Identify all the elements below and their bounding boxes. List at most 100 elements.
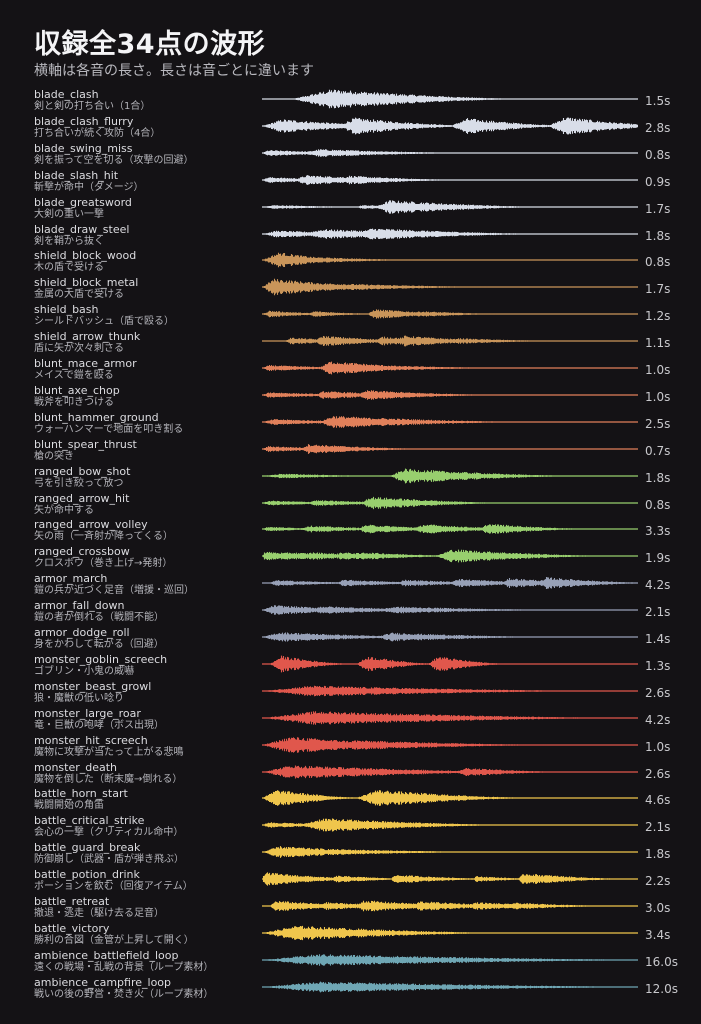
sound-name: armor_fall_down xyxy=(34,599,125,613)
sound-name: shield_block_metal xyxy=(34,276,139,290)
sound-name: armor_dodge_roll xyxy=(34,626,130,639)
sound-row: shield_block_wood 木の盾で受ける 0.8s xyxy=(0,249,701,276)
sound-row: shield_arrow_thunk 盾に矢が次々刺さる 1.1s xyxy=(0,330,701,357)
waveform xyxy=(262,390,638,400)
sound-name: blunt_hammer_ground xyxy=(34,410,159,424)
waveform xyxy=(262,577,638,590)
waveform xyxy=(262,790,638,807)
sound-description: 魔物に攻撃が当たって上がる悲鳴 xyxy=(34,746,184,758)
sound-row: blade_slash_hit 斬撃が命中（ダメージ） 0.9s xyxy=(0,169,701,196)
sound-row: battle_critical_strike 会心の一撃（クリティカル命中） 2.1… xyxy=(0,814,701,841)
sound-duration: 1.0s xyxy=(645,739,671,754)
waveform xyxy=(262,655,638,673)
waveform xyxy=(262,149,638,157)
waveform-envelope xyxy=(262,149,464,157)
sound-row: battle_horn_start 戦闘開始の角笛 4.6s xyxy=(0,787,701,814)
sound-row: battle_potion_drink ポーションを飲む（回復アイテム） 2.2s xyxy=(0,868,701,895)
sound-row: blunt_axe_chop 戦斧を叩きつける 1.0s xyxy=(0,384,701,411)
waveform-envelope xyxy=(284,335,549,347)
page-title: 収録全34点の波形 xyxy=(34,29,266,60)
sound-name: ranged_crossbow xyxy=(34,545,130,559)
waveform xyxy=(262,736,638,753)
sound-row: blunt_hammer_ground ウォーハンマーで地面を叩き割る 2.5s xyxy=(0,411,701,438)
waveform xyxy=(262,981,638,993)
waveform-envelope xyxy=(269,900,607,912)
sound-row: ranged_crossbow クロスボウ（巻き上げ→発射） 1.9s xyxy=(0,545,701,572)
sound-row: battle_guard_break 防御崩し（武器・盾が弾き飛ぶ） 1.8s xyxy=(0,841,701,868)
sound-description: シールドバッシュ（盾で殴る） xyxy=(34,316,174,328)
waveform-envelope xyxy=(269,577,638,590)
sound-duration: 3.0s xyxy=(645,901,671,915)
sound-row: blade_clash 剣と剣の打ち合い（1合） 1.5s xyxy=(0,88,701,115)
waveform xyxy=(262,199,638,214)
waveform xyxy=(262,605,638,615)
sound-row: shield_block_metal 金属の大盾で受ける 1.7s xyxy=(0,276,701,303)
waveform-envelope xyxy=(262,253,414,268)
sound-name: monster_large_roar xyxy=(34,706,141,720)
sound-description: 戦闘開始の角笛 xyxy=(34,800,104,812)
sound-name: blade_draw_steel xyxy=(34,222,130,236)
sound-description: 木の盾で受ける xyxy=(34,262,104,274)
sound-description: ポーションを飲む（回復アイテム） xyxy=(34,881,193,893)
sound-duration: 2.6s xyxy=(645,685,671,700)
sound-row: ambience_battlefield_loop 遠くの戦場・乱戦の背景（ループ… xyxy=(0,949,701,976)
sound-name: monster_death xyxy=(34,760,118,774)
sound-duration: 2.2s xyxy=(645,874,671,889)
sound-description: 盾に矢が次々刺さる xyxy=(34,343,124,355)
waveform-envelope xyxy=(262,925,500,940)
sound-row: monster_death 魔物を倒した（断末魔→倒れる） 2.6s xyxy=(0,761,701,788)
sound-name: blade_greatsword xyxy=(34,195,132,209)
sound-duration: 1.8s xyxy=(645,847,671,862)
sound-row: armor_march 鎧の兵が近づく足音（増援・巡回） 4.2s xyxy=(0,572,701,599)
sound-duration: 2.1s xyxy=(645,605,671,620)
sound-duration: 4.2s xyxy=(645,578,671,593)
waveform xyxy=(262,900,638,912)
sound-row: ranged_arrow_volley 矢の雨（一斉射が降ってくる） 3.3s xyxy=(0,518,701,545)
waveform-envelope xyxy=(262,309,497,319)
waveform xyxy=(262,443,638,454)
sound-description: 戦斧を叩きつける xyxy=(34,396,114,408)
sound-description: ゴブリン・小鬼の威嚇 xyxy=(34,665,134,677)
sound-description: 弓を引き絞って放つ xyxy=(34,477,124,489)
waveform xyxy=(262,524,638,535)
waveform xyxy=(262,335,638,347)
sound-name: blade_clash_flurry xyxy=(34,114,134,128)
sound-row: blade_swing_miss 剣を振って空を切る（攻撃の回避） 0.8s xyxy=(0,142,701,169)
sound-row: blunt_mace_armor メイスで鎧を殴る 1.0s xyxy=(0,357,701,384)
waveform-envelope xyxy=(262,228,539,239)
sound-row: blunt_spear_thrust 槍の突き 0.7s xyxy=(0,438,701,465)
waveform-envelope xyxy=(263,468,574,484)
waveform xyxy=(262,846,638,859)
waveform xyxy=(262,549,638,563)
sound-name: ranged_bow_shot xyxy=(34,464,131,478)
sound-description: 鎧の兵が近づく足音（増援・巡回） xyxy=(34,585,194,597)
sound-description: 戦いの後の野営・焚き火（ループ素材） xyxy=(34,988,214,1000)
sound-description: 打ち合いが続く攻防（4合） xyxy=(34,127,161,139)
waveform xyxy=(262,685,638,697)
waveform xyxy=(262,468,638,484)
waveform-envelope xyxy=(262,736,551,753)
sound-duration: 0.8s xyxy=(645,497,671,512)
sound-description: 防御崩し（武器・盾が弾き飛ぶ） xyxy=(34,854,184,866)
waveform-envelope xyxy=(262,416,519,428)
sound-duration: 1.5s xyxy=(645,94,671,108)
waveform-envelope xyxy=(263,954,638,966)
sound-duration: 4.2s xyxy=(645,712,671,727)
sound-duration: 1.0s xyxy=(645,389,671,404)
waveform-envelope xyxy=(263,685,591,697)
waveform-envelope xyxy=(262,174,459,185)
waveform xyxy=(262,925,638,940)
sound-duration: 0.8s xyxy=(645,147,671,162)
waveform xyxy=(262,309,638,319)
sound-row: armor_dodge_roll 身をかわして転がる（回避） 1.4s xyxy=(0,626,701,653)
sound-name: ranged_arrow_hit xyxy=(34,491,130,505)
waveform-envelope xyxy=(262,496,505,509)
sound-row: armor_fall_down 鎧の者が倒れる（戦闘不能） 2.1s xyxy=(0,599,701,626)
sound-duration: 3.4s xyxy=(645,927,671,942)
sound-duration: 1.2s xyxy=(645,309,671,324)
sound-name: shield_block_wood xyxy=(34,249,137,263)
sound-row: battle_victory 勝利の合図（金管が上昇して開く） 3.4s xyxy=(0,922,701,949)
sound-description: 矢が命中する xyxy=(34,504,94,516)
waveform-envelope xyxy=(262,390,496,400)
sound-name: ambience_campfire_loop xyxy=(34,975,172,989)
